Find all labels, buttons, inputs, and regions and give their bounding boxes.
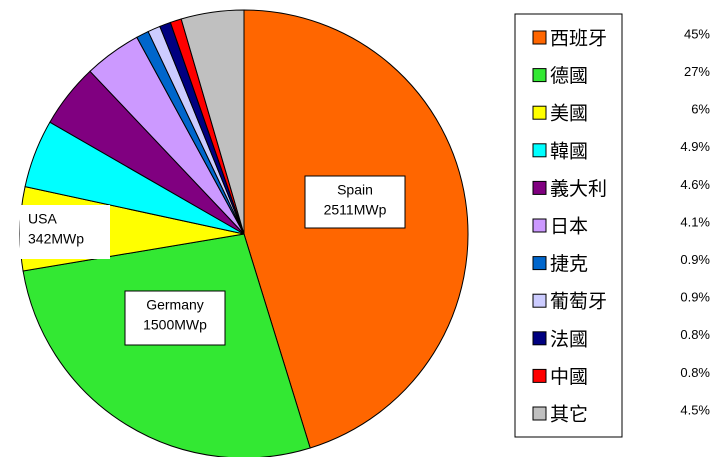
legend-label: 其它 xyxy=(550,404,588,426)
legend-label: 韓國 xyxy=(550,140,588,162)
legend-swatch xyxy=(532,256,547,271)
legend-label: 中國 xyxy=(550,366,588,388)
annotation-box xyxy=(20,205,110,259)
legend-label: 義大利 xyxy=(550,178,607,200)
legend-swatch xyxy=(532,368,547,383)
annotation: 1500MWp xyxy=(143,317,207,333)
legend-swatch xyxy=(532,68,547,83)
legend-label: 法國 xyxy=(550,328,588,350)
legend-swatch xyxy=(532,331,547,346)
value-label: 4.1% xyxy=(680,214,710,229)
annotation: 2511MWp xyxy=(324,202,387,218)
pie-slice xyxy=(180,9,245,235)
legend-swatch xyxy=(532,30,547,45)
value-label: 27% xyxy=(684,64,710,79)
value-label: 0.9% xyxy=(680,252,710,267)
legend-label: 美國 xyxy=(550,103,588,125)
legend-swatch xyxy=(532,406,547,421)
annotation-box xyxy=(304,175,406,229)
pie-slice xyxy=(243,9,469,449)
value-label: 45% xyxy=(684,26,710,41)
legend-label: 德國 xyxy=(550,65,588,87)
annotation-box xyxy=(124,290,226,346)
value-label: 4.5% xyxy=(680,402,710,417)
legend-swatch xyxy=(532,143,547,158)
value-label: 4.6% xyxy=(680,177,710,192)
value-label: 0.8% xyxy=(680,327,710,342)
legend-label: 日本 xyxy=(550,216,588,238)
legend-swatch xyxy=(532,218,547,233)
legend-swatch xyxy=(532,293,547,308)
annotation: 342MWp xyxy=(28,231,84,247)
annotation: USA xyxy=(28,211,57,227)
value-label: 0.9% xyxy=(680,290,710,305)
legend-label: 捷克 xyxy=(550,253,588,275)
legend-label: 西班牙 xyxy=(550,28,607,50)
annotation: Spain xyxy=(337,182,373,198)
legend-swatch xyxy=(532,105,547,120)
value-label: 4.9% xyxy=(680,139,710,154)
legend-label: 葡萄牙 xyxy=(550,291,607,313)
annotation: Germany xyxy=(146,297,204,313)
value-label: 6% xyxy=(691,102,710,117)
legend-swatch xyxy=(532,180,547,195)
value-label: 0.8% xyxy=(680,365,710,380)
